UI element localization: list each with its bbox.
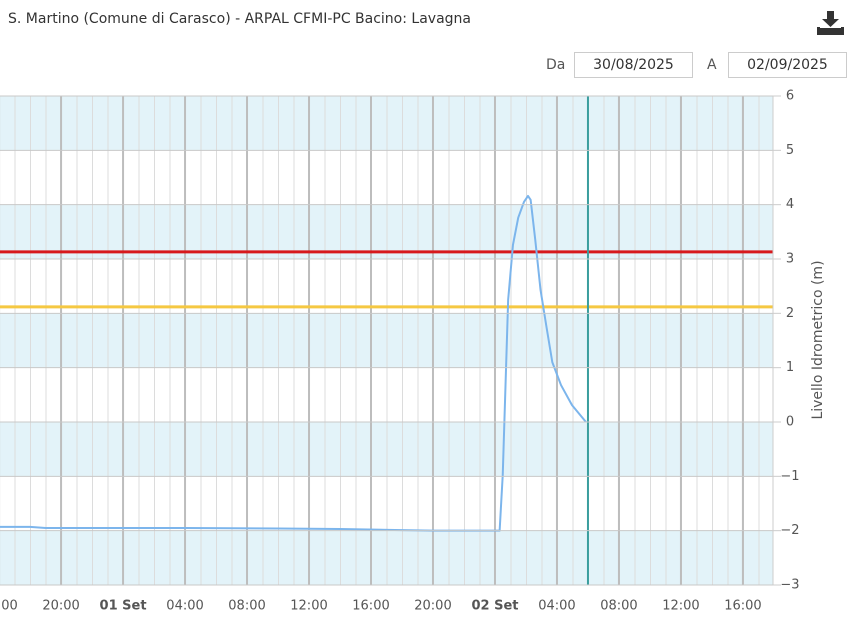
x-tick-label: 12:00: [662, 599, 699, 614]
y-tick-label: 6: [786, 89, 794, 104]
y-tick-label: 0: [786, 415, 794, 430]
x-tick-label: 08:00: [228, 599, 265, 614]
y-tick-label: 1: [786, 360, 794, 375]
y-tick-label: 3: [786, 252, 794, 267]
y-tick-label: 4: [786, 197, 794, 212]
minor-grid: [0, 96, 773, 585]
x-tick-label: 02 Set: [471, 599, 518, 614]
to-date-input[interactable]: 02/09/2025: [728, 52, 847, 78]
y-axis-title: Livello Idrometrico (m): [810, 260, 826, 419]
from-date-input[interactable]: 30/08/2025: [574, 52, 693, 78]
chart-title: S. Martino (Comune di Carasco) - ARPAL C…: [8, 11, 471, 27]
y-tick-label: −3: [780, 578, 799, 593]
x-tick-label: 20:00: [414, 599, 451, 614]
to-label: A: [707, 57, 717, 73]
x-tick-label: 04:00: [538, 599, 575, 614]
x-tick-label: 20:00: [42, 599, 79, 614]
data-line: [0, 194, 587, 532]
y-tick-label: −2: [780, 523, 799, 538]
x-tick-label: 12:00: [290, 599, 327, 614]
x-tick-label: 01 Set: [100, 599, 147, 614]
x-tick-label: 16:00: [0, 599, 18, 614]
x-tick-label: 04:00: [166, 599, 203, 614]
x-tick-label: 16:00: [352, 599, 389, 614]
download-button[interactable]: [816, 10, 846, 36]
y-tick-label: 5: [786, 143, 794, 158]
x-tick-label: 16:00: [724, 599, 761, 614]
x-tick-label: 08:00: [600, 599, 637, 614]
y-tick-label: −1: [780, 469, 799, 484]
from-label: Da: [546, 57, 566, 73]
y-tick-label: 2: [786, 306, 794, 321]
